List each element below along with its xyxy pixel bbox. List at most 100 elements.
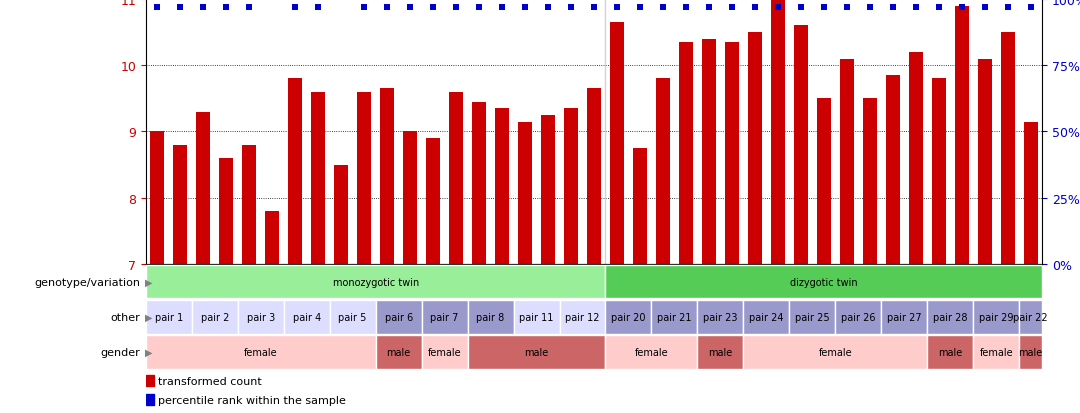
Text: pair 11: pair 11 xyxy=(519,312,554,322)
Bar xyxy=(266,211,279,264)
Bar xyxy=(610,23,624,264)
Bar xyxy=(357,93,372,264)
Text: male: male xyxy=(1018,347,1043,357)
Text: pair 26: pair 26 xyxy=(841,312,876,322)
FancyBboxPatch shape xyxy=(1020,335,1042,369)
FancyBboxPatch shape xyxy=(376,335,421,369)
Text: pair 7: pair 7 xyxy=(431,312,459,322)
Bar xyxy=(564,109,578,264)
Text: dizygotic twin: dizygotic twin xyxy=(791,277,858,287)
FancyBboxPatch shape xyxy=(698,335,743,369)
FancyBboxPatch shape xyxy=(835,300,881,334)
FancyBboxPatch shape xyxy=(421,300,468,334)
Text: pair 28: pair 28 xyxy=(933,312,968,322)
Bar xyxy=(909,53,922,264)
Text: pair 22: pair 22 xyxy=(1013,312,1048,322)
Bar xyxy=(518,122,532,264)
FancyBboxPatch shape xyxy=(192,300,238,334)
FancyBboxPatch shape xyxy=(238,300,284,334)
Text: female: female xyxy=(244,347,278,357)
FancyBboxPatch shape xyxy=(928,335,973,369)
Bar xyxy=(679,43,693,264)
Text: monozygotic twin: monozygotic twin xyxy=(333,277,419,287)
FancyBboxPatch shape xyxy=(789,300,835,334)
Bar xyxy=(816,99,831,264)
Bar xyxy=(146,394,153,405)
Text: pair 21: pair 21 xyxy=(658,312,691,322)
Text: female: female xyxy=(635,347,669,357)
Text: female: female xyxy=(428,347,461,357)
FancyBboxPatch shape xyxy=(468,300,514,334)
Bar xyxy=(794,26,808,264)
Bar xyxy=(219,159,233,264)
FancyBboxPatch shape xyxy=(559,300,606,334)
Text: male: male xyxy=(939,347,962,357)
FancyBboxPatch shape xyxy=(146,300,192,334)
Bar xyxy=(932,79,946,264)
Text: genotype/variation: genotype/variation xyxy=(35,277,140,287)
Text: male: male xyxy=(708,347,732,357)
FancyBboxPatch shape xyxy=(146,265,606,299)
FancyBboxPatch shape xyxy=(973,335,1020,369)
FancyBboxPatch shape xyxy=(928,300,973,334)
Bar xyxy=(288,79,302,264)
FancyBboxPatch shape xyxy=(881,300,928,334)
Bar xyxy=(197,112,211,264)
Text: pair 24: pair 24 xyxy=(750,312,784,322)
Text: pair 25: pair 25 xyxy=(795,312,829,322)
Bar xyxy=(863,99,877,264)
Text: pair 6: pair 6 xyxy=(384,312,413,322)
Bar xyxy=(1001,33,1014,264)
Text: male: male xyxy=(387,347,410,357)
Text: gender: gender xyxy=(100,347,140,357)
FancyBboxPatch shape xyxy=(743,335,928,369)
Bar xyxy=(955,7,969,264)
FancyBboxPatch shape xyxy=(651,300,698,334)
Bar xyxy=(495,109,509,264)
Text: transformed count: transformed count xyxy=(159,376,262,386)
Text: female: female xyxy=(819,347,852,357)
FancyBboxPatch shape xyxy=(606,300,651,334)
Bar xyxy=(771,0,785,264)
Bar xyxy=(840,59,853,264)
Text: ▶: ▶ xyxy=(145,277,152,287)
Text: other: other xyxy=(110,312,140,322)
Bar xyxy=(427,139,440,264)
Text: pair 8: pair 8 xyxy=(476,312,504,322)
FancyBboxPatch shape xyxy=(146,335,376,369)
FancyBboxPatch shape xyxy=(973,300,1020,334)
Text: pair 27: pair 27 xyxy=(887,312,921,322)
Text: pair 5: pair 5 xyxy=(338,312,367,322)
FancyBboxPatch shape xyxy=(698,300,743,334)
Text: ▶: ▶ xyxy=(145,347,152,357)
FancyBboxPatch shape xyxy=(606,265,1042,299)
Text: pair 2: pair 2 xyxy=(201,312,229,322)
Text: percentile rank within the sample: percentile rank within the sample xyxy=(159,395,347,405)
Bar xyxy=(150,132,164,264)
Bar xyxy=(335,165,348,264)
Bar xyxy=(886,76,900,264)
Bar xyxy=(725,43,739,264)
Bar xyxy=(174,145,187,264)
Bar xyxy=(242,145,256,264)
FancyBboxPatch shape xyxy=(468,335,606,369)
Text: pair 1: pair 1 xyxy=(154,312,183,322)
Text: female: female xyxy=(980,347,1013,357)
FancyBboxPatch shape xyxy=(514,300,559,334)
Text: pair 20: pair 20 xyxy=(611,312,646,322)
Text: ▶: ▶ xyxy=(145,312,152,322)
Bar xyxy=(449,93,463,264)
Text: pair 12: pair 12 xyxy=(565,312,599,322)
Bar xyxy=(633,149,647,264)
Text: pair 3: pair 3 xyxy=(246,312,274,322)
FancyBboxPatch shape xyxy=(284,300,329,334)
Text: pair 23: pair 23 xyxy=(703,312,738,322)
Bar xyxy=(146,375,153,386)
FancyBboxPatch shape xyxy=(421,335,468,369)
Bar xyxy=(380,89,394,264)
Bar xyxy=(748,33,761,264)
FancyBboxPatch shape xyxy=(1020,300,1042,334)
FancyBboxPatch shape xyxy=(376,300,421,334)
Bar xyxy=(588,89,600,264)
Bar xyxy=(656,79,670,264)
